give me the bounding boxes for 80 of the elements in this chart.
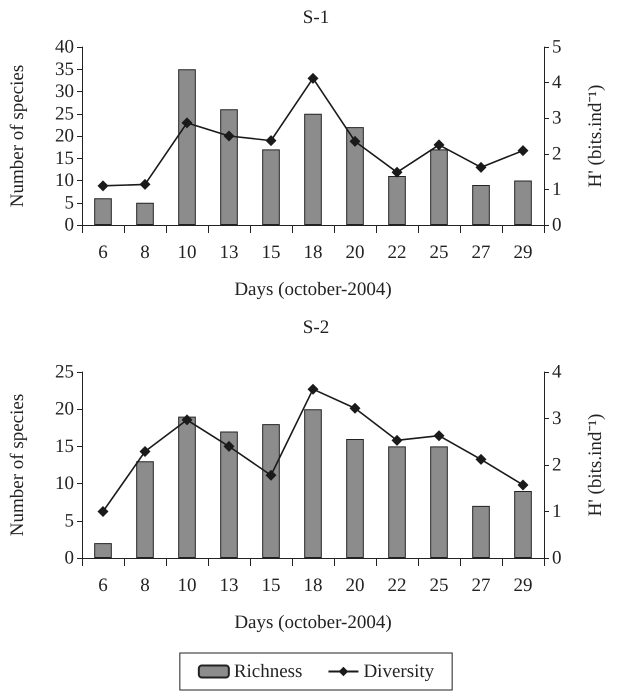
y2-tick-label: 1 [552,178,562,200]
x-axis-title: Days (october-2004) [234,279,392,300]
y-tick-label: 15 [55,436,74,457]
point [308,72,318,84]
y2-tick-label: 3 [552,408,562,429]
x-tick-label: 25 [430,242,448,263]
x-tick-label: 8 [140,242,150,263]
point [392,434,402,446]
legend-label: Richness [234,661,302,682]
point [350,136,360,147]
y2-tick-label: 1 [552,501,562,522]
y2-tick-label: 2 [552,143,562,164]
x-tick-label: 18 [304,242,322,263]
point [434,139,444,150]
y-tick-label: 30 [55,81,74,102]
point [518,479,528,490]
y-axis-title: Number of species [7,394,28,536]
y-tick-label: 15 [55,148,74,169]
y2-tick-label: 0 [552,214,562,236]
y-axis-title: Number of species [7,64,28,208]
y-tick-label: 40 [55,36,74,58]
y2-axis-title: H' (bits.ind⁻¹) [585,84,606,188]
point [224,130,234,142]
x-tick-label: 27 [472,242,490,263]
x-tick-label: 15 [262,242,280,263]
x-tick-label: 27 [472,575,490,596]
point [434,430,444,442]
point [350,402,360,414]
point [182,117,192,128]
y-tick-label: 20 [55,398,74,420]
x-tick-label: 8 [140,575,150,596]
x-tick-label: 20 [346,575,364,596]
point [182,414,192,426]
y-tick-label: 25 [55,362,74,382]
y-tick-label: 0 [64,548,74,568]
x-tick-label: 18 [304,575,322,596]
y-tick-label: 5 [64,510,74,532]
y-tick-label: 10 [55,170,74,191]
y-tick-label: 0 [64,214,74,236]
point [98,506,108,517]
y2-tick-label: 4 [552,362,562,382]
x-tick-label: 6 [98,575,108,596]
y2-tick-label: 5 [552,36,562,58]
x-axis-title: Days (october-2004) [234,612,392,633]
chart-title: S-2 [302,317,330,338]
x-tick-label: 15 [262,575,280,596]
point [518,145,528,156]
legend-label: Diversity [363,661,435,682]
y-tick-label: 10 [55,473,74,494]
x-tick-label: 29 [514,575,532,596]
y-tick-label: 25 [55,103,74,124]
y2-tick-label: 4 [552,72,562,94]
x-tick-label: 29 [514,242,532,263]
y-tick-label: 20 [55,126,74,146]
point [224,440,234,452]
y2-tick-label: 2 [552,454,562,476]
x-tick-label: 10 [178,242,196,263]
x-tick-label: 22 [388,242,406,263]
x-tick-label: 20 [346,242,364,263]
x-tick-label: 22 [388,575,406,596]
y2-tick-label: 3 [552,108,562,129]
point [140,178,150,190]
x-tick-label: 13 [220,242,238,263]
y2-tick-label: 0 [552,548,562,568]
point [266,470,276,481]
point [476,454,486,465]
x-tick-label: 10 [178,575,196,596]
point [98,180,108,192]
y-tick-label: 35 [55,58,74,80]
y2-axis-title: H' (bits.ind⁻¹) [585,414,606,516]
chart-title: S-1 [302,7,330,28]
point [140,446,150,458]
point [266,135,276,146]
point [308,384,318,395]
point [476,162,486,173]
x-tick-label: 13 [220,575,238,596]
point [392,166,402,178]
x-tick-label: 6 [98,242,108,263]
y-tick-label: 5 [64,192,74,214]
x-tick-label: 25 [430,575,448,596]
